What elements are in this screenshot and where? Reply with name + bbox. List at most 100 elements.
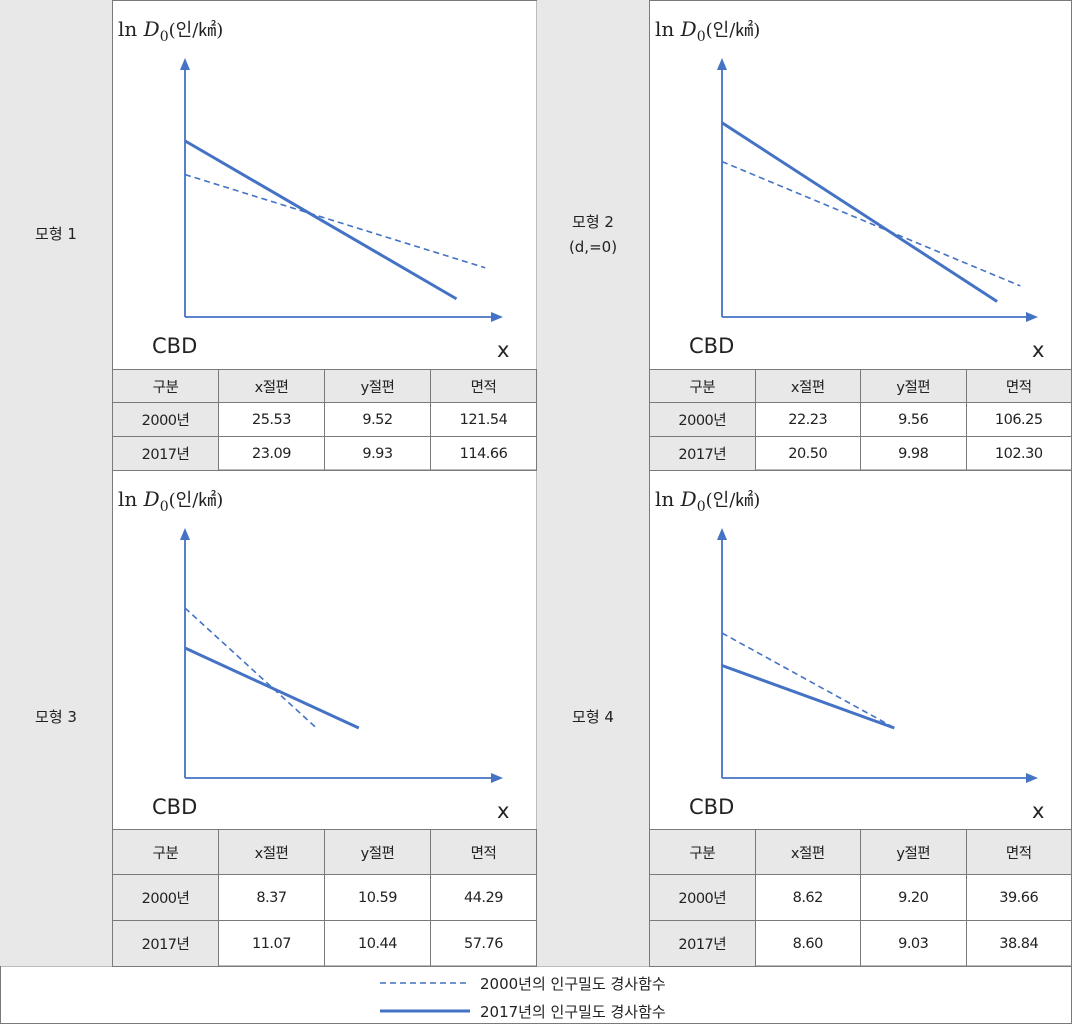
cell-y-intercept: 9.20 bbox=[860, 874, 967, 921]
y-axis-label: ln D0(인/㎢) bbox=[118, 17, 223, 45]
origin-label: CBD bbox=[689, 334, 734, 358]
gradient-line-2000 bbox=[184, 173, 486, 269]
row-year: 2017년 bbox=[112, 436, 219, 471]
cell-area: 121.54 bbox=[430, 402, 537, 437]
y-axis-arrow bbox=[180, 58, 190, 70]
legend-solid-swatch bbox=[380, 1009, 470, 1013]
table-header: x절편 bbox=[754, 829, 861, 875]
table-row: 2017년 23.09 9.93 114.66 bbox=[112, 436, 537, 471]
model-label-cell: 모형 4 bbox=[537, 470, 650, 966]
gradient-line-2017 bbox=[721, 121, 998, 303]
row-year: 2017년 bbox=[649, 920, 756, 967]
table-header: 면적 bbox=[965, 369, 1072, 403]
origin-label: CBD bbox=[152, 334, 197, 358]
stats-table: 구분 x절편 y절편 면적 2000년 22.23 9.56 106.25 2017년 20.50… bbox=[649, 369, 1072, 471]
origin-label: CBD bbox=[689, 795, 734, 819]
cell-area: 106.25 bbox=[965, 402, 1072, 437]
cell-area: 39.66 bbox=[965, 874, 1072, 921]
y-axis-arrow bbox=[717, 528, 727, 540]
row-year: 2017년 bbox=[112, 920, 219, 967]
x-axis-arrow bbox=[1026, 773, 1038, 783]
table-row: 2017년 11.07 10.44 57.76 bbox=[112, 920, 537, 967]
gradient-line-2000 bbox=[721, 160, 1021, 287]
table-header: x절편 bbox=[754, 369, 861, 403]
table-header: y절편 bbox=[324, 829, 431, 875]
cell-x-intercept: 11.07 bbox=[218, 920, 325, 967]
gradient-line-2017 bbox=[721, 664, 895, 730]
cell-x-intercept: 22.23 bbox=[754, 402, 861, 437]
cell-y-intercept: 9.93 bbox=[324, 436, 431, 471]
cell-y-intercept: 10.59 bbox=[324, 874, 431, 921]
density-chart: ln D0(인/㎢) CBD x bbox=[118, 487, 509, 823]
table-row: 2000년 25.53 9.52 121.54 bbox=[112, 402, 537, 437]
model-label: 모형 1 bbox=[35, 225, 77, 243]
density-chart: ln D0(인/㎢) CBD x bbox=[118, 17, 509, 362]
x-axis-label: x bbox=[497, 799, 509, 823]
y-axis-label: ln D0(인/㎢) bbox=[655, 487, 760, 515]
table-row: 2000년 22.23 9.56 106.25 bbox=[649, 402, 1072, 437]
cell-y-intercept: 9.03 bbox=[860, 920, 967, 967]
y-axis-label: ln D0(인/㎢) bbox=[655, 17, 760, 45]
stats-table: 구분 x절편 y절편 면적 2000년 8.62 9.20 39.66 2017년 8.60 9.0… bbox=[649, 829, 1072, 967]
cell-area: 102.30 bbox=[965, 436, 1072, 471]
density-chart: ln D0(인/㎢) CBD x bbox=[655, 487, 1044, 823]
x-axis-arrow bbox=[491, 312, 503, 322]
cell-x-intercept: 8.60 bbox=[754, 920, 861, 967]
table-row: 2000년 8.62 9.20 39.66 bbox=[649, 874, 1072, 921]
table-header: 구분 bbox=[112, 829, 219, 875]
row-year: 2000년 bbox=[649, 402, 756, 437]
cell-x-intercept: 23.09 bbox=[218, 436, 325, 471]
gradient-line-2000 bbox=[721, 632, 896, 729]
legend-label-2000: 2000년의 인구밀도 경사함수 bbox=[480, 975, 666, 993]
model-label-cell: 모형 2 (d,=0) bbox=[537, 0, 650, 470]
table-header: 면적 bbox=[430, 369, 537, 403]
stats-table: 구분 x절편 y절편 면적 2000년 8.37 10.59 44.29 2017년 11.07 1… bbox=[112, 829, 537, 967]
gradient-line-2017 bbox=[184, 139, 458, 301]
model-label: 모형 2 bbox=[572, 213, 614, 231]
legend-label-2017: 2017년의 인구밀도 경사함수 bbox=[480, 1003, 666, 1021]
table-header: 구분 bbox=[649, 369, 756, 403]
model-label-cell: 모형 1 bbox=[0, 0, 113, 470]
cell-y-intercept: 9.52 bbox=[324, 402, 431, 437]
y-axis-label: ln D0(인/㎢) bbox=[118, 487, 223, 515]
x-axis-arrow bbox=[1026, 312, 1038, 322]
table-row: 2017년 8.60 9.03 38.84 bbox=[649, 920, 1072, 967]
x-axis-label: x bbox=[1032, 338, 1044, 362]
legend-dashed-swatch bbox=[380, 982, 470, 984]
cell-x-intercept: 8.37 bbox=[218, 874, 325, 921]
cell-area: 44.29 bbox=[430, 874, 537, 921]
gradient-line-2000 bbox=[184, 607, 317, 729]
cell-area: 114.66 bbox=[430, 436, 537, 471]
cell-y-intercept: 9.56 bbox=[860, 402, 967, 437]
y-axis-arrow bbox=[717, 58, 727, 70]
table-header: 구분 bbox=[649, 829, 756, 875]
table-header: y절편 bbox=[324, 369, 431, 403]
model-label: 모형 3 bbox=[35, 708, 77, 726]
stats-table: 구분 x절편 y절편 면적 2000년 25.53 9.52 121.54 2017년 23.09… bbox=[112, 369, 537, 471]
x-axis-arrow bbox=[491, 773, 503, 783]
model-label: 모형 4 bbox=[572, 708, 614, 726]
cell-x-intercept: 25.53 bbox=[218, 402, 325, 437]
cell-x-intercept: 20.50 bbox=[754, 436, 861, 471]
cell-x-intercept: 8.62 bbox=[754, 874, 861, 921]
row-year: 2000년 bbox=[112, 402, 219, 437]
table-header: 구분 bbox=[112, 369, 219, 403]
origin-label: CBD bbox=[152, 795, 197, 819]
cell-y-intercept: 9.98 bbox=[860, 436, 967, 471]
cell-area: 38.84 bbox=[965, 920, 1072, 967]
table-row: 2017년 20.50 9.98 102.30 bbox=[649, 436, 1072, 471]
model-label-cell: 모형 3 bbox=[0, 470, 113, 966]
x-axis-label: x bbox=[497, 338, 509, 362]
table-header: 면적 bbox=[430, 829, 537, 875]
legend: 2000년의 인구밀도 경사함수 2017년의 인구밀도 경사함수 bbox=[0, 966, 1072, 1024]
y-axis-arrow bbox=[180, 528, 190, 540]
table-header: y절편 bbox=[860, 829, 967, 875]
row-year: 2000년 bbox=[112, 874, 219, 921]
cell-y-intercept: 10.44 bbox=[324, 920, 431, 967]
row-year: 2017년 bbox=[649, 436, 756, 471]
model-sublabel: (d,=0) bbox=[568, 238, 618, 256]
table-header: x절편 bbox=[218, 369, 325, 403]
table-row: 2000년 8.37 10.59 44.29 bbox=[112, 874, 537, 921]
density-chart: ln D0(인/㎢) CBD x bbox=[655, 17, 1044, 362]
